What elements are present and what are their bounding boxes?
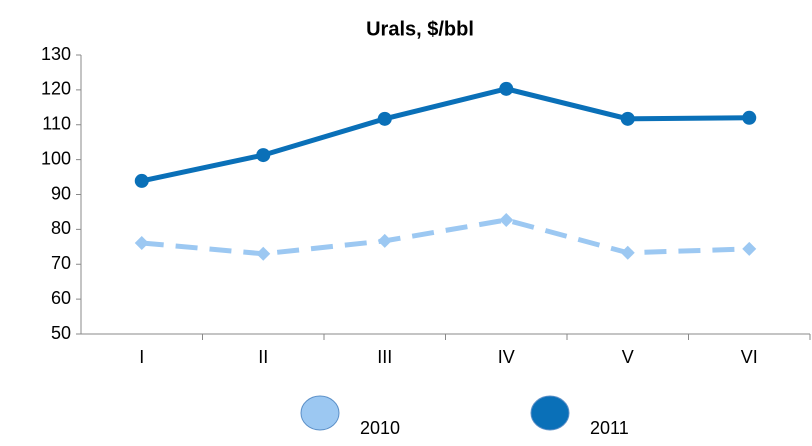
point <box>742 241 757 256</box>
point <box>134 235 149 250</box>
x-tick-label: I <box>139 347 144 367</box>
y-tick-label: 50 <box>51 323 71 343</box>
x-tick-label: V <box>622 347 634 367</box>
y-tick-label: 70 <box>51 253 71 273</box>
x-tick-label: IV <box>498 347 515 367</box>
y-tick-label: 80 <box>51 218 71 238</box>
point <box>134 173 149 188</box>
y-tick-label: 120 <box>41 79 71 99</box>
point <box>256 148 271 163</box>
point <box>377 233 392 248</box>
series-line <box>141 217 750 257</box>
legend-label: 2010 <box>360 418 400 438</box>
y-tick-label: 130 <box>41 44 71 64</box>
legend-label: 2011 <box>590 418 629 438</box>
chart-title: Urals, $/bbl <box>366 18 474 40</box>
point <box>620 245 635 260</box>
y-tick-label: 100 <box>41 148 71 168</box>
point <box>499 212 514 227</box>
point <box>742 110 757 125</box>
point <box>620 111 635 126</box>
y-tick-label: 90 <box>51 183 71 203</box>
x-tick-label: VI <box>741 347 758 367</box>
point <box>377 111 392 126</box>
point <box>256 246 271 261</box>
x-tick-label: II <box>258 347 268 367</box>
legend-swatch <box>300 395 340 431</box>
series-line <box>141 86 750 184</box>
x-tick-label: III <box>377 347 392 367</box>
legend-swatch <box>530 395 570 431</box>
y-tick-label: 110 <box>42 114 71 134</box>
point <box>499 81 514 96</box>
y-tick-label: 60 <box>51 288 71 308</box>
